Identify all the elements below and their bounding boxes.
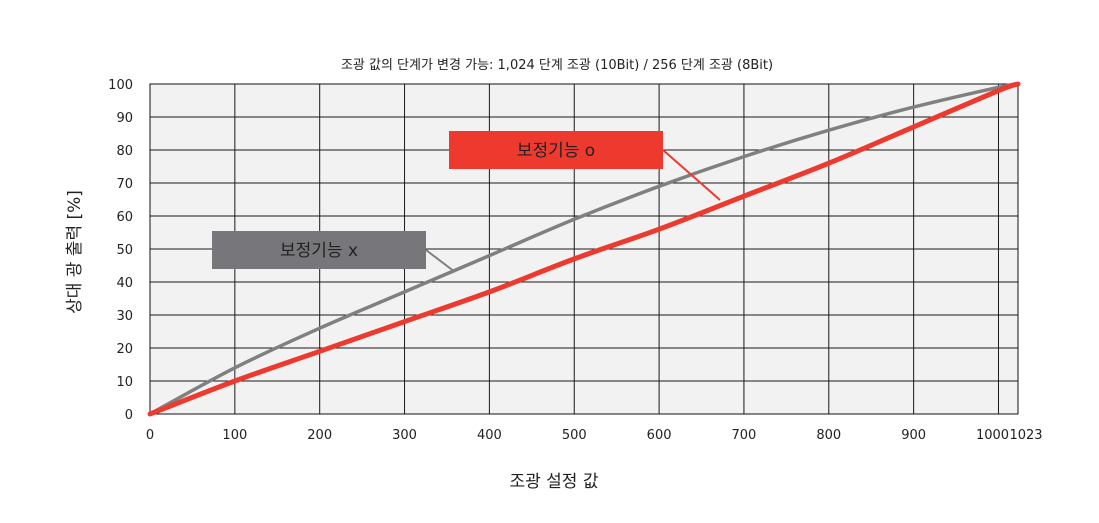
y-tick-label: 100: [108, 78, 133, 93]
y-tick-label: 50: [116, 243, 133, 258]
x-tick-label: 0: [146, 428, 154, 443]
callout-box: [449, 131, 663, 169]
y-axis-label: 상대 광 출력 [%]: [65, 190, 85, 314]
x-tick-label: 500: [562, 428, 587, 443]
callouts: 보정기능 o 보정기능 x: [212, 131, 721, 273]
series-layer: [147, 81, 1021, 417]
series-line-1: [147, 81, 1021, 417]
chart-title: 조광 값의 단계가 변경 가능: 1,024 단계 조광 (10Bit) / 2…: [341, 58, 773, 73]
x-tick-label: 700: [732, 428, 757, 443]
x-axis-label: 조광 설정 값: [509, 472, 598, 492]
y-tick-label: 90: [116, 111, 133, 126]
y-tick-label: 80: [116, 144, 133, 159]
callout-label: 보정기능 o: [517, 141, 595, 161]
y-tick-label: 30: [116, 309, 133, 324]
y-tick-label: 10: [116, 375, 133, 390]
x-tick-label: 400: [477, 428, 502, 443]
callout-leader: [662, 149, 721, 201]
plot-border: [149, 83, 1019, 415]
callout-box: [212, 231, 426, 269]
x-tick-label: 1023: [1009, 428, 1042, 443]
x-tick-label: 200: [307, 428, 332, 443]
x-tick-label: 300: [392, 428, 417, 443]
callout-label: 보정기능 x: [280, 241, 358, 261]
x-tick-label: 1000: [976, 428, 1009, 443]
y-tick-label: 40: [116, 276, 133, 291]
x-tick-label: 600: [647, 428, 672, 443]
y-axis-ticks: 0 10 20 30 40 50 60 70 80 90 100: [108, 78, 133, 423]
y-tick-label: 20: [116, 342, 133, 357]
y-tick-label: 60: [116, 210, 133, 225]
y-tick-label: 0: [125, 408, 133, 423]
series-line-0: [148, 82, 1020, 416]
y-tick-label: 70: [116, 177, 133, 192]
callout-leader: [425, 249, 456, 273]
x-tick-label: 900: [901, 428, 926, 443]
x-tick-label: 800: [816, 428, 841, 443]
x-tick-label: 100: [222, 428, 247, 443]
x-axis-ticks: 0 100 200 300 400 500 600 700 800 900 1000 1023: [146, 428, 1043, 443]
